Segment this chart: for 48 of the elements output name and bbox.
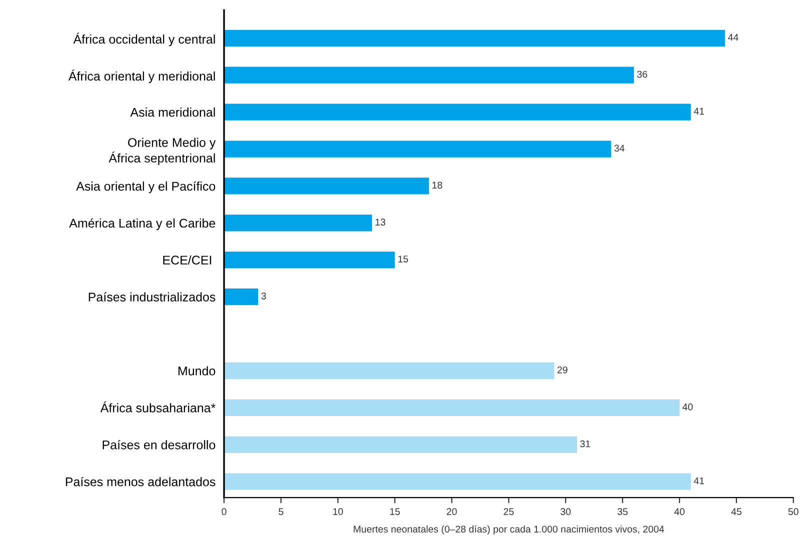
bar (224, 214, 372, 232)
data-label: 44 (728, 34, 738, 41)
data-label: 18 (432, 182, 442, 189)
x-tick-label: 50 (788, 508, 798, 516)
y-tick-label: ECE/CEI (163, 255, 212, 265)
x-tick-label: 30 (560, 508, 571, 516)
y-tick-label: Países menos adelantados (66, 476, 216, 486)
x-tick-label: 5 (278, 508, 284, 516)
x-tick-label: 35 (618, 508, 628, 516)
bar (224, 252, 395, 268)
data-label: 13 (376, 218, 386, 226)
bar (224, 399, 680, 416)
y-tick-label: Oriente Medio y África septentrional (108, 138, 216, 166)
bar (224, 30, 726, 46)
x-tick-label: 10 (333, 508, 343, 516)
bar (224, 104, 691, 120)
data-label: 34 (614, 144, 624, 152)
y-tick-label: Asia oriental y el Pacífico (76, 181, 216, 194)
data-label: 41 (694, 477, 704, 484)
bar (224, 288, 258, 306)
x-axis-title: Muertes neonatales (0–28 días) por cada 1.000 nacimientos vivos, 2004 (354, 525, 664, 534)
x-tick-label: 45 (731, 508, 742, 516)
y-tick-label: Países en desarrollo (102, 440, 216, 450)
data-label: 15 (398, 256, 408, 262)
y-tick-label: Países industrializados (88, 292, 216, 302)
x-tick-label: 15 (390, 508, 400, 516)
data-label: 36 (637, 70, 648, 78)
y-tick-label: Mundo (178, 366, 216, 376)
y-tick-label: África subsahariana* (100, 401, 216, 412)
bar (224, 178, 429, 194)
x-tick-label: 25 (504, 508, 514, 516)
bar (224, 66, 634, 84)
x-tick-label: 40 (674, 508, 685, 516)
y-tick-label: Asia meridional (130, 108, 215, 117)
y-tick-label: África oriental y meridional (68, 70, 215, 84)
data-label: 31 (580, 440, 590, 448)
bar (224, 473, 691, 490)
bar (224, 140, 612, 158)
x-tick-label: 0 (222, 508, 226, 516)
bar (224, 362, 554, 380)
bar (224, 436, 578, 453)
data-label: 29 (558, 366, 568, 374)
data-label: 40 (682, 403, 693, 410)
x-tick-label: 20 (446, 508, 457, 516)
data-label: 41 (694, 108, 704, 115)
data-label: 3 (261, 292, 266, 300)
y-tick-label: África occidental y central (73, 32, 215, 46)
y-tick-label: América Latina y el Caribe (69, 218, 216, 230)
